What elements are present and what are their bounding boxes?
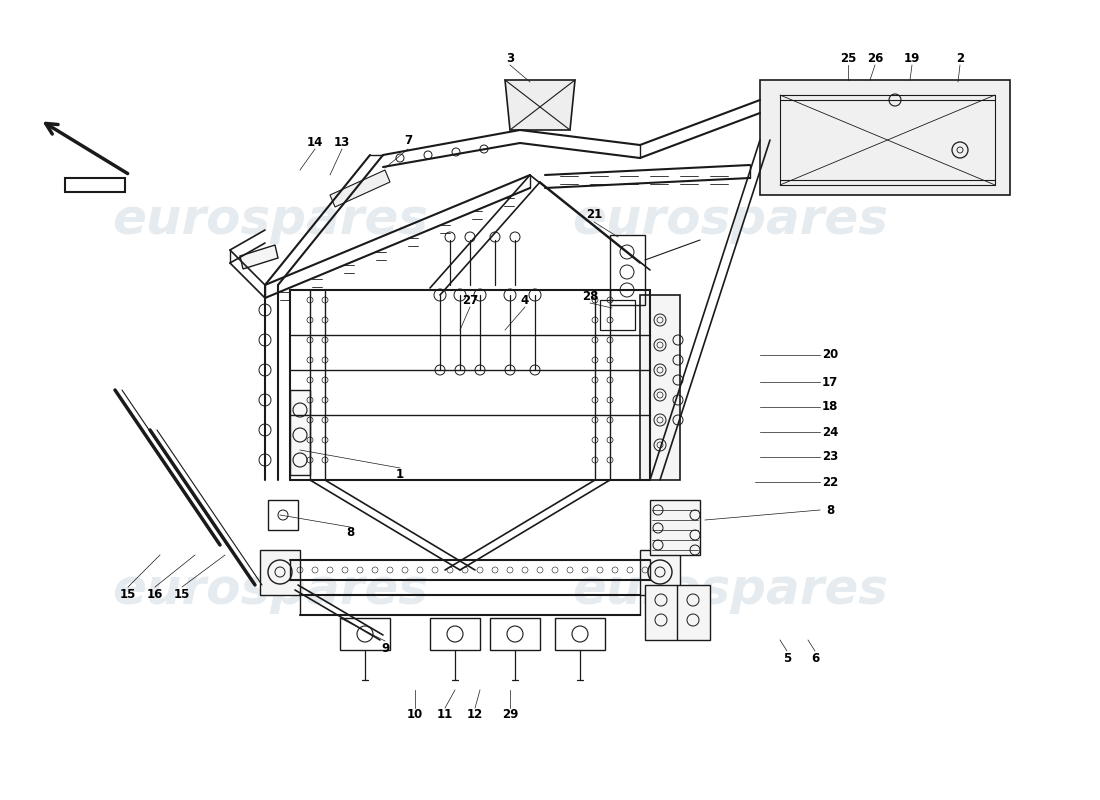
Text: eurospares: eurospares [572, 196, 888, 244]
Text: 8: 8 [345, 526, 354, 539]
Text: 13: 13 [334, 135, 350, 149]
Text: 29: 29 [502, 709, 518, 722]
Text: 23: 23 [822, 450, 838, 463]
Polygon shape [760, 80, 1010, 195]
Text: 9: 9 [381, 642, 389, 654]
Text: 21: 21 [586, 209, 602, 222]
Text: 24: 24 [822, 426, 838, 438]
Text: eurospares: eurospares [572, 566, 888, 614]
Text: 25: 25 [839, 51, 856, 65]
Text: eurospares: eurospares [112, 566, 428, 614]
Text: 5: 5 [783, 651, 791, 665]
Text: 15: 15 [120, 587, 136, 601]
Text: 3: 3 [506, 51, 514, 65]
Polygon shape [645, 585, 710, 640]
Text: 8: 8 [826, 503, 834, 517]
Polygon shape [290, 390, 310, 475]
Text: 26: 26 [867, 51, 883, 65]
Text: 20: 20 [822, 349, 838, 362]
Polygon shape [505, 80, 575, 130]
Polygon shape [330, 170, 390, 207]
Text: 10: 10 [407, 709, 424, 722]
Text: 12: 12 [466, 709, 483, 722]
Polygon shape [640, 295, 680, 480]
Polygon shape [240, 245, 278, 269]
Text: 18: 18 [822, 401, 838, 414]
Text: 27: 27 [462, 294, 478, 306]
Polygon shape [640, 550, 680, 595]
Text: 14: 14 [307, 135, 323, 149]
Text: 19: 19 [904, 51, 921, 65]
Text: 28: 28 [582, 290, 598, 302]
Text: 22: 22 [822, 475, 838, 489]
Polygon shape [650, 500, 700, 555]
Text: 2: 2 [956, 51, 964, 65]
Polygon shape [260, 550, 300, 595]
Text: 16: 16 [146, 587, 163, 601]
Text: 11: 11 [437, 709, 453, 722]
Text: 6: 6 [811, 651, 819, 665]
Text: 17: 17 [822, 375, 838, 389]
Text: eurospares: eurospares [112, 196, 428, 244]
Text: 15: 15 [174, 587, 190, 601]
Text: 1: 1 [396, 469, 404, 482]
Text: 4: 4 [521, 294, 529, 306]
Text: 7: 7 [404, 134, 412, 146]
